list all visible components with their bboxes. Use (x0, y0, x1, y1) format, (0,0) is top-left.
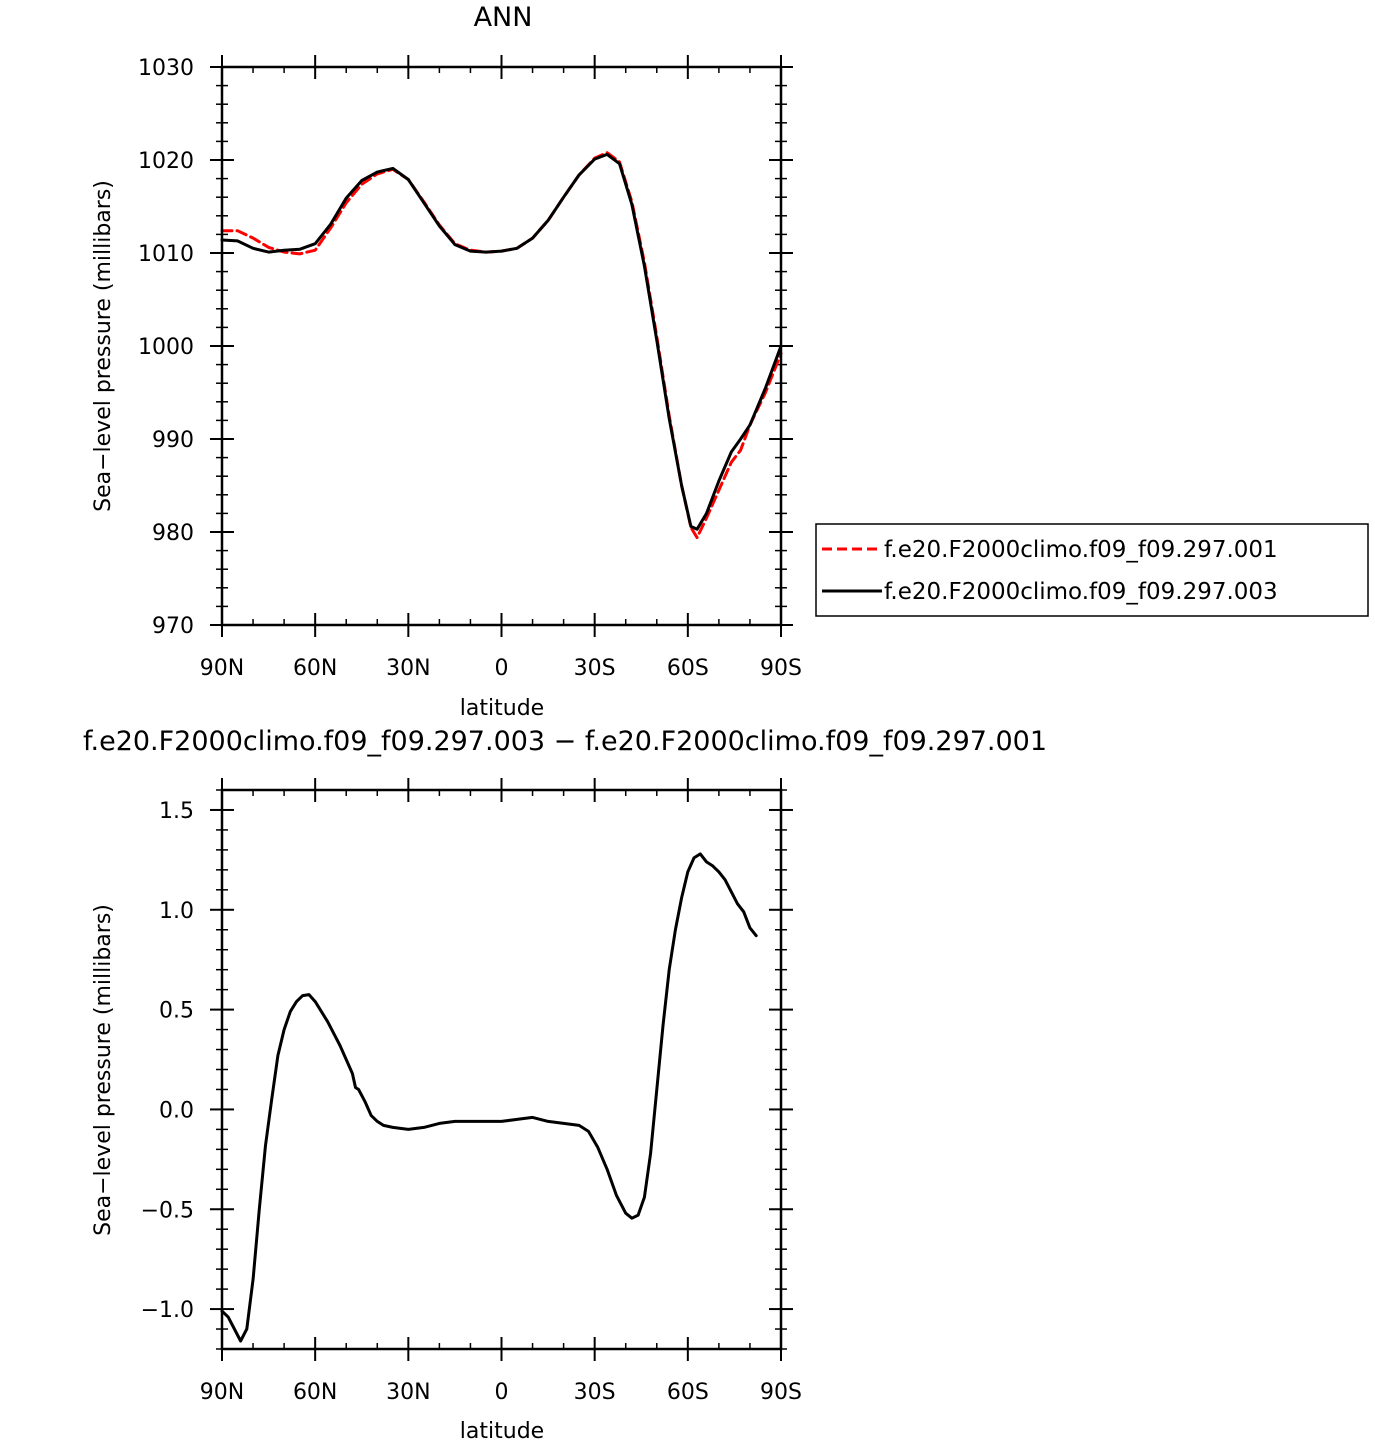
legend-box (815, 523, 1369, 617)
bottom-ytick-label: 0.0 (159, 1098, 194, 1123)
bottom-series-line-0 (220, 852, 758, 1343)
top-series-lines (220, 151, 783, 540)
bottom-ytick-label: −1.0 (141, 1298, 194, 1323)
top-xtick-label: 60N (293, 656, 337, 681)
top-axis-ticks (210, 55, 793, 637)
top-yaxis-label: Sea−level pressure (millibars) (91, 180, 116, 512)
bottom-series-lines (220, 852, 758, 1343)
top-ytick-label: 970 (152, 614, 194, 639)
bottom-panel-difference: f.e20.F2000climo.f09_f09.297.003 − f.e20… (83, 726, 1047, 1444)
bottom-xtick-label: 30N (386, 1380, 430, 1405)
top-xtick-label: 90S (760, 656, 802, 681)
top-ytick-label: 990 (152, 428, 194, 453)
bottom-xtick-label: 60N (293, 1380, 337, 1405)
top-ytick-label: 1000 (138, 335, 194, 360)
top-plot-frame (220, 65, 783, 627)
top-xaxis-label: latitude (460, 696, 544, 721)
bottom-xaxis-label: latitude (460, 1419, 544, 1444)
bottom-ytick-label: 0.5 (159, 999, 194, 1024)
bottom-plot-frame (220, 788, 783, 1351)
bottom-axis-ticks (210, 778, 793, 1361)
bottom-xtick-label: 30S (574, 1380, 616, 1405)
bottom-xtick-label: 0 (495, 1380, 509, 1405)
top-panel-slp: ANN 90N 60N 30N 0 30S 60S 90S 970 980 990 1000 1010… (91, 2, 802, 721)
bottom-xtick-label: 60S (667, 1380, 709, 1405)
top-xtick-label: 0 (495, 656, 509, 681)
top-ytick-label: 1010 (138, 242, 194, 267)
top-xtick-label: 60S (667, 656, 709, 681)
bottom-xtick-label: 90N (200, 1380, 244, 1405)
legend-label-series-003: f.e20.F2000climo.f09_f09.297.003 (884, 579, 1278, 605)
top-xtick-label: 90N (200, 656, 244, 681)
top-series-line-1 (220, 152, 783, 531)
top-series-line-0 (220, 151, 783, 540)
bottom-tick-labels: 90N 60N 30N 0 30S 60S 90S −1.0 −0.5 0.0 0.5 1.0 1.5 (141, 799, 802, 1405)
top-xtick-label: 30N (386, 656, 430, 681)
top-ytick-label: 980 (152, 521, 194, 546)
bottom-ytick-label: 1.0 (159, 899, 194, 924)
bottom-yaxis-label: Sea−level pressure (millibars) (91, 904, 116, 1236)
top-tick-labels: 90N 60N 30N 0 30S 60S 90S 970 980 990 1000 1010 1020… (138, 56, 802, 681)
top-plot-title: ANN (474, 2, 533, 33)
legend: f.e20.F2000climo.f09_f09.297.001 f.e20.F… (815, 523, 1369, 617)
legend-label-series-001: f.e20.F2000climo.f09_f09.297.001 (884, 537, 1278, 563)
top-ytick-label: 1020 (138, 149, 194, 174)
bottom-ytick-label: −0.5 (141, 1198, 194, 1223)
bottom-ytick-label: 1.5 (159, 799, 194, 824)
bottom-plot-title: f.e20.F2000climo.f09_f09.297.003 − f.e20… (83, 726, 1047, 757)
top-ytick-label: 1030 (138, 56, 194, 81)
top-xtick-label: 30S (574, 656, 616, 681)
bottom-xtick-label: 90S (760, 1380, 802, 1405)
